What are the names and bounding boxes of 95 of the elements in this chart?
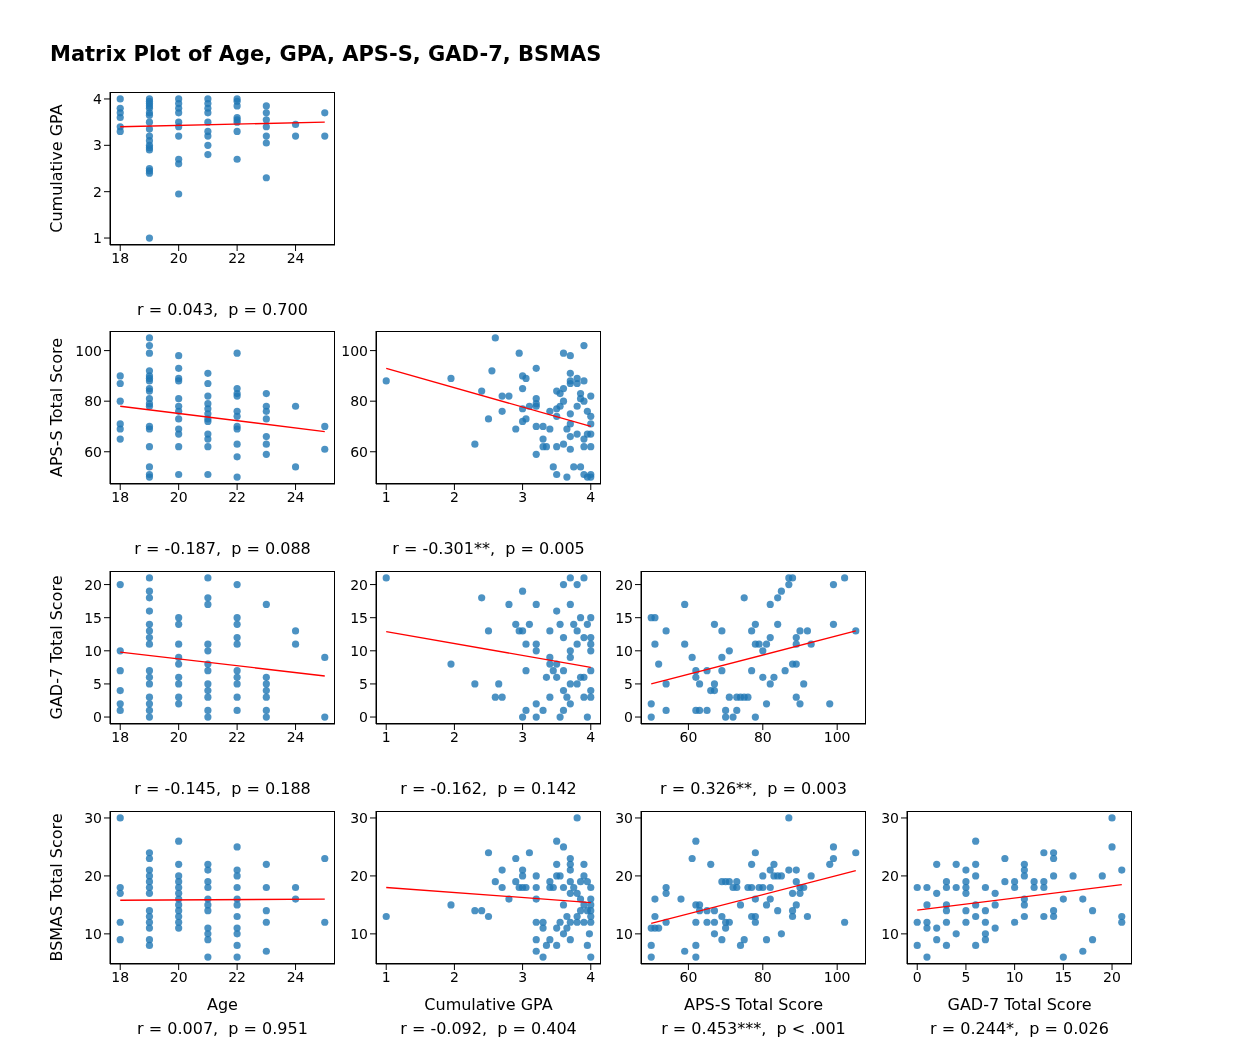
y-tick-label: 20 <box>84 576 102 593</box>
y-axis-title: Cumulative GPA <box>46 104 66 233</box>
y-tick-label: 15 <box>615 609 633 626</box>
x-tick-label: 80 <box>753 728 772 745</box>
x-tick-label: 0 <box>912 968 922 985</box>
y-tick-label: 2 <box>93 183 102 200</box>
y-tick-label: 80 <box>84 393 102 410</box>
text: r = 0.043, p = 0.700 <box>136 300 309 319</box>
y-tick-label: 0 <box>624 709 633 726</box>
x-tick-label: 4 <box>586 728 596 745</box>
x-tick-label: 15 <box>1054 968 1073 985</box>
x-tick-label: 1 <box>381 728 391 745</box>
x-tick-label: 24 <box>286 488 305 505</box>
y-tick-label: 20 <box>881 867 899 884</box>
y-tick-label: 10 <box>350 642 368 659</box>
y-tick-label: 30 <box>881 809 899 826</box>
x-tick-label: 20 <box>169 488 188 505</box>
y-tick-label: 20 <box>350 576 368 593</box>
y-axis-title: APS-S Total Score <box>46 337 66 478</box>
y-tick-label: 20 <box>350 867 368 884</box>
x-tick-label: 10 <box>1005 968 1024 985</box>
x-tick-label: 4 <box>586 968 596 985</box>
x-tick-label: 3 <box>518 968 528 985</box>
x-tick-label: 22 <box>228 968 247 985</box>
y-tick-label: 20 <box>84 867 102 884</box>
x-axis-title: GAD-7 Total Score <box>947 995 1092 1014</box>
x-tick-label: 1 <box>381 968 391 985</box>
y-tick-label: 4 <box>93 90 103 107</box>
x-tick-label: 22 <box>228 249 247 266</box>
text: r = 0.326**, p = 0.003 <box>659 779 848 798</box>
x-tick-label: 60 <box>679 728 698 745</box>
y-tick-label: 0 <box>359 709 368 726</box>
y-axis-title: BSMAS Total Score <box>46 813 66 962</box>
x-tick-label: 22 <box>228 488 247 505</box>
y-axis-title: GAD-7 Total Score <box>46 575 66 720</box>
y-tick-label: 15 <box>84 609 102 626</box>
y-tick-label: 0 <box>93 709 102 726</box>
x-tick-label: 100 <box>823 968 851 985</box>
x-tick-label: 24 <box>286 728 305 745</box>
x-tick-label: 3 <box>518 728 528 745</box>
x-tick-label: 20 <box>169 728 188 745</box>
text: r = -0.301**, p = 0.005 <box>391 539 586 558</box>
y-tick-label: 60 <box>350 443 368 460</box>
text: r = 0.453***, p < .001 <box>660 1019 847 1038</box>
x-tick-label: 3 <box>518 488 528 505</box>
y-tick-label: 3 <box>93 137 102 154</box>
x-tick-label: 22 <box>228 728 247 745</box>
x-axis-title: Age <box>207 995 238 1014</box>
y-tick-label: 10 <box>615 925 633 942</box>
x-tick-label: 18 <box>111 728 130 745</box>
y-tick-label: 10 <box>350 925 368 942</box>
y-tick-label: 30 <box>84 809 102 826</box>
x-tick-label: 24 <box>286 249 305 266</box>
x-tick-label: 2 <box>449 968 459 985</box>
text: r = -0.145, p = 0.188 <box>133 779 312 798</box>
x-axis-title: Cumulative GPA <box>424 995 553 1014</box>
x-tick-label: 24 <box>286 968 305 985</box>
x-tick-label: 18 <box>111 488 130 505</box>
x-tick-label: 18 <box>111 968 130 985</box>
y-tick-label: 15 <box>350 609 368 626</box>
x-tick-label: 2 <box>449 488 459 505</box>
x-tick-label: 60 <box>679 968 698 985</box>
y-tick-label: 30 <box>615 809 633 826</box>
x-tick-label: 2 <box>449 728 459 745</box>
y-tick-label: 30 <box>350 809 368 826</box>
text: r = 0.007, p = 0.951 <box>136 1019 309 1038</box>
y-tick-label: 10 <box>615 642 633 659</box>
y-tick-label: 10 <box>84 925 102 942</box>
text: r = 0.244*, p = 0.026 <box>929 1019 1110 1038</box>
x-tick-label: 80 <box>753 968 772 985</box>
y-tick-label: 100 <box>75 342 102 359</box>
y-tick-label: 20 <box>615 867 633 884</box>
x-tick-label: 5 <box>961 968 971 985</box>
text: r = -0.187, p = 0.088 <box>133 539 312 558</box>
x-tick-label: 18 <box>111 249 130 266</box>
chart-title: Matrix Plot of Age, GPA, APS-S, GAD-7, BSMAS <box>50 42 602 66</box>
x-tick-label: 100 <box>823 728 851 745</box>
y-tick-label: 80 <box>350 393 368 410</box>
y-tick-label: 100 <box>341 342 368 359</box>
y-tick-label: 5 <box>624 675 633 692</box>
x-axis-title: APS-S Total Score <box>683 995 824 1014</box>
y-tick-label: 1 <box>93 230 102 247</box>
x-tick-label: 20 <box>1103 968 1121 985</box>
text: r = -0.092, p = 0.404 <box>399 1019 578 1038</box>
text: r = -0.162, p = 0.142 <box>399 779 578 798</box>
x-tick-label: 20 <box>169 968 188 985</box>
y-tick-label: 60 <box>84 443 102 460</box>
x-tick-label: 1 <box>381 488 391 505</box>
y-tick-label: 5 <box>93 675 102 692</box>
y-tick-label: 10 <box>84 642 102 659</box>
y-tick-label: 5 <box>359 675 368 692</box>
x-tick-label: 4 <box>586 488 596 505</box>
x-tick-label: 20 <box>169 249 188 266</box>
y-tick-label: 20 <box>615 576 633 593</box>
y-tick-label: 10 <box>881 925 899 942</box>
